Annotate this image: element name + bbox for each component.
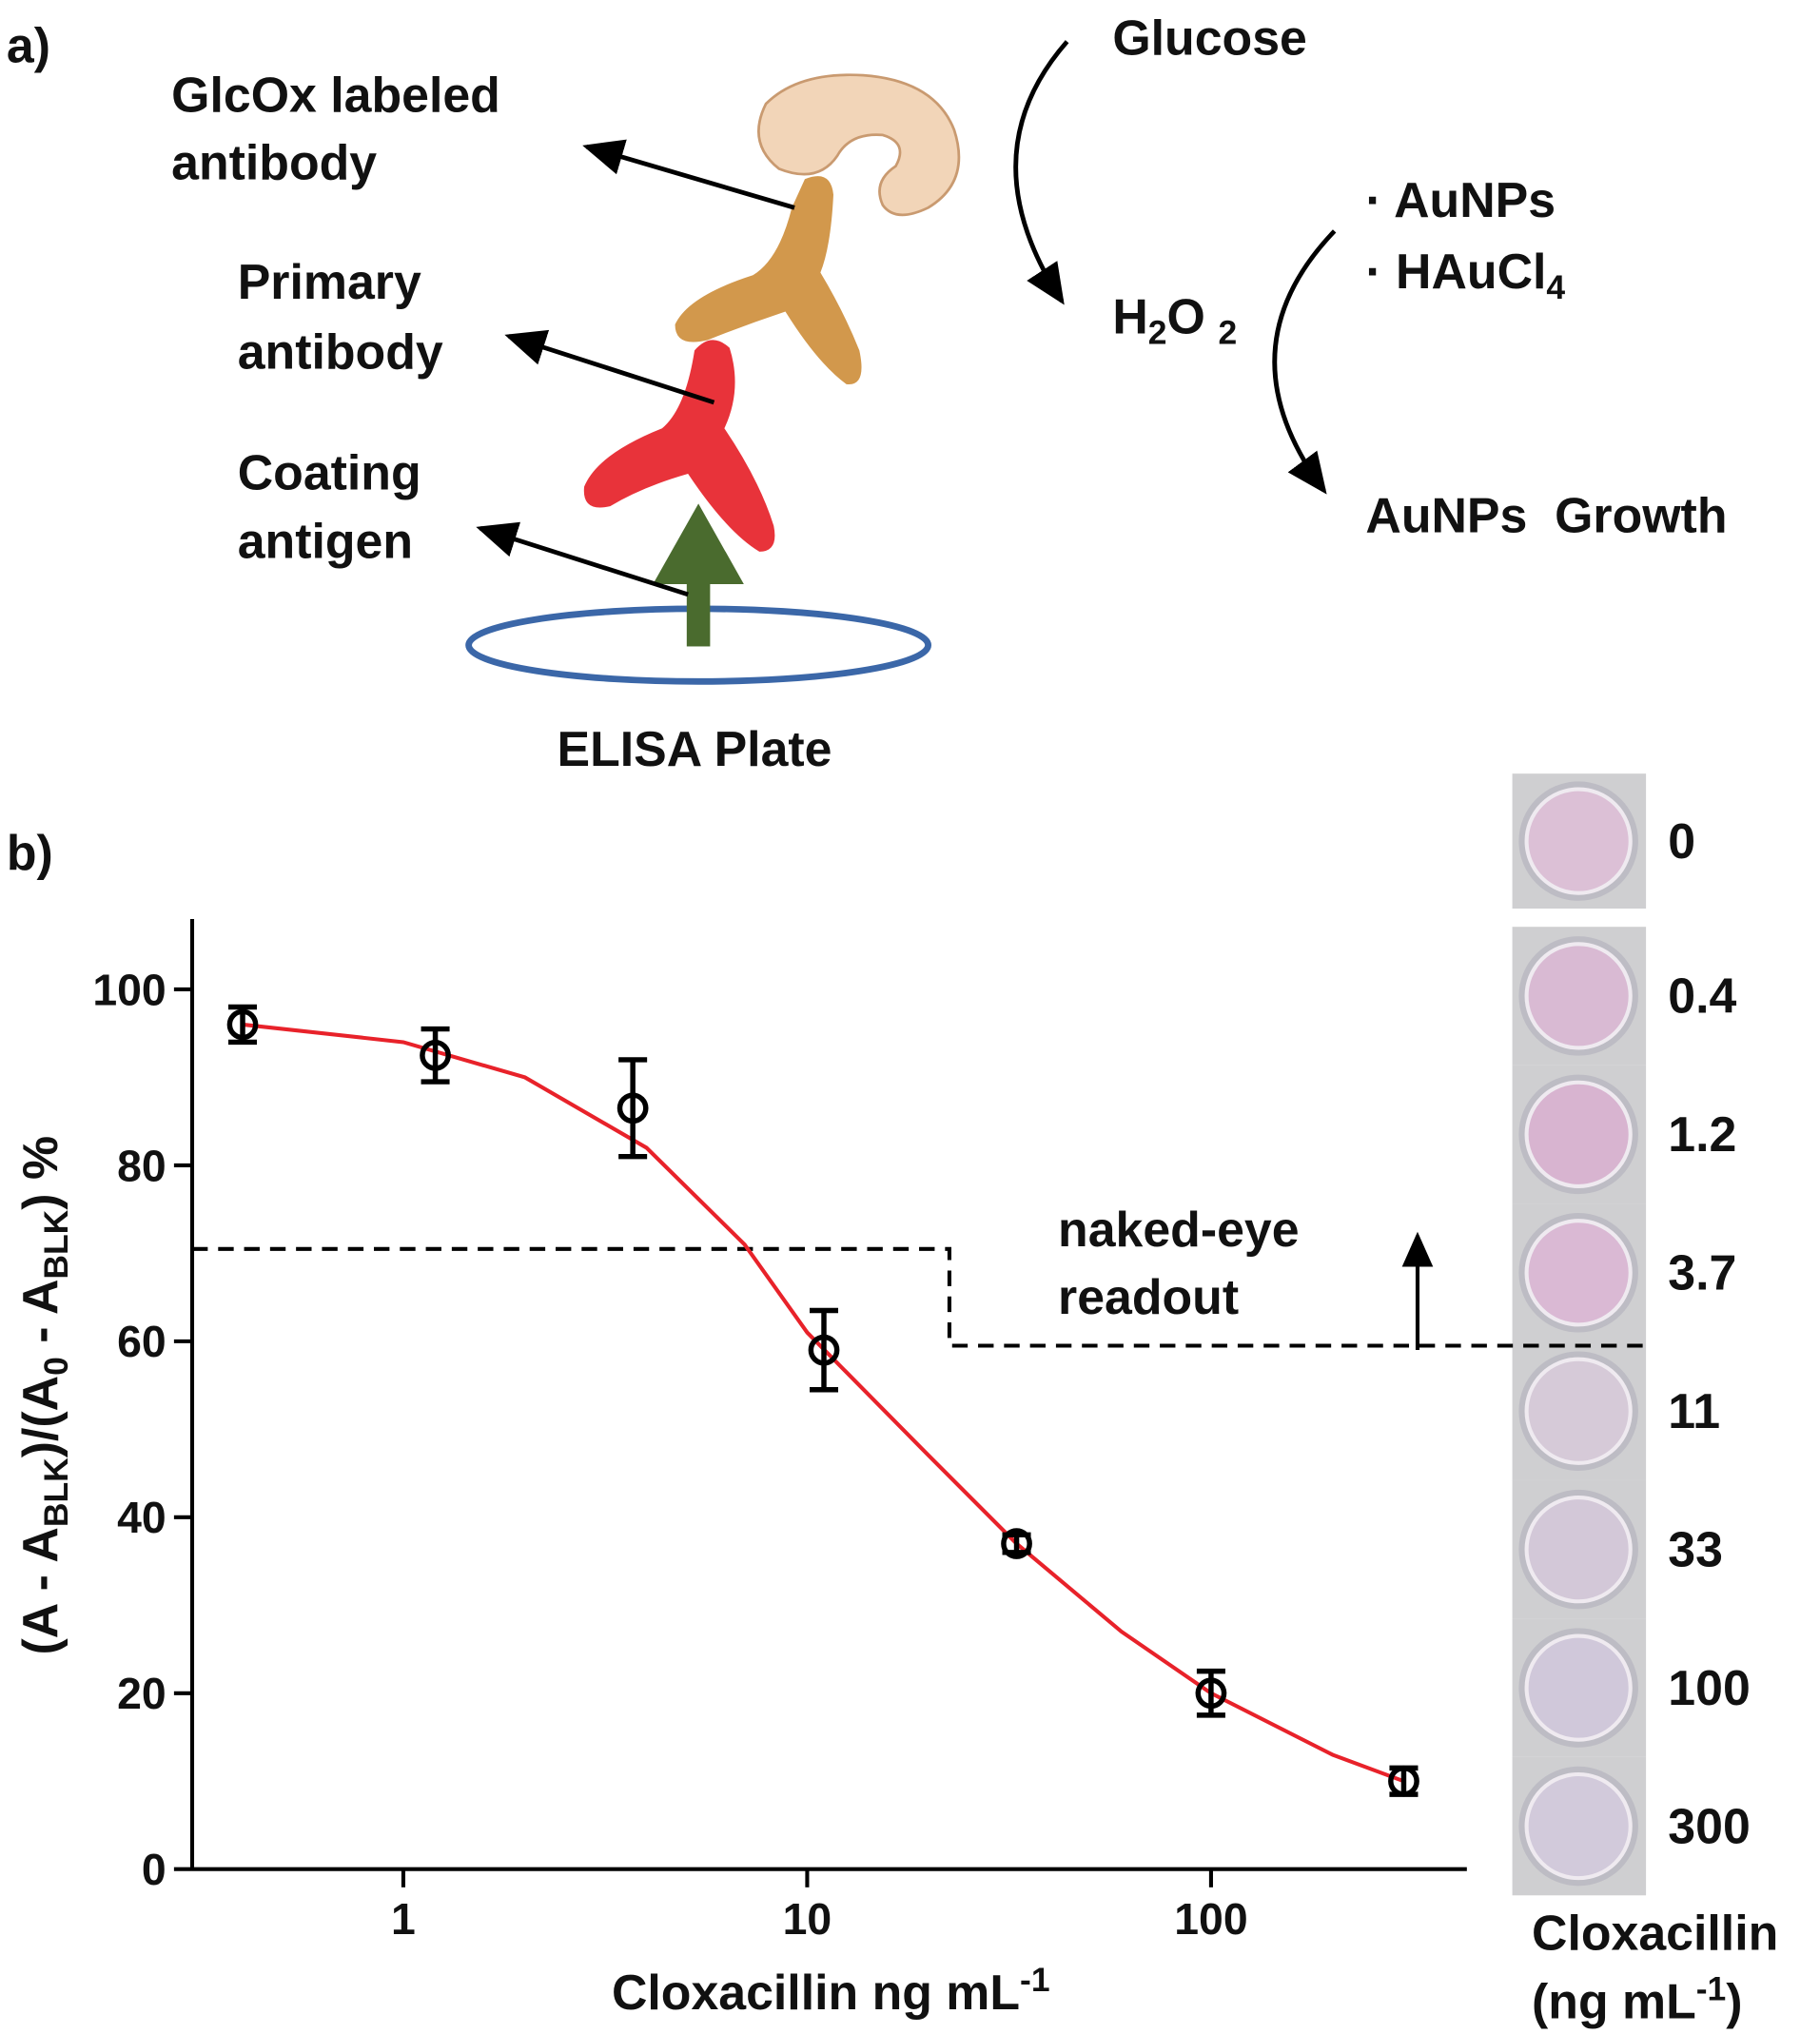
label: Primary xyxy=(238,254,421,309)
point xyxy=(1388,1765,1419,1797)
label: ELISA Plate xyxy=(558,721,832,776)
point xyxy=(616,1092,649,1125)
subscript: 4 xyxy=(1546,268,1565,306)
superscript: -1 xyxy=(1020,1961,1050,1999)
subscript: 2 xyxy=(1218,314,1237,352)
y-tick-label: 20 xyxy=(117,1669,166,1718)
text: Cloxacillin ng mL xyxy=(612,1965,1020,2020)
threshold-line xyxy=(191,1246,1647,1348)
text: (ng mL xyxy=(1532,1974,1696,2029)
point xyxy=(808,1334,840,1366)
well-liquid xyxy=(1524,787,1633,895)
error-bar xyxy=(421,1026,450,1085)
well-label: 1.2 xyxy=(1668,1106,1736,1162)
pointer xyxy=(582,139,795,210)
well-label: 33 xyxy=(1668,1521,1723,1576)
text: ) xyxy=(1726,1974,1742,2029)
well-liquid xyxy=(1524,1633,1633,1742)
point xyxy=(226,1008,259,1041)
label: AuNPs Growth xyxy=(1365,487,1727,542)
label: Coating xyxy=(238,444,421,499)
well-liquid xyxy=(1524,942,1633,1050)
label: Glucose xyxy=(1112,10,1307,65)
well-label: 3.7 xyxy=(1668,1245,1736,1301)
y-tick-label: 100 xyxy=(92,965,166,1014)
text: O xyxy=(1167,289,1205,344)
well-liquid xyxy=(1524,1771,1633,1881)
well-liquid xyxy=(1524,1357,1633,1465)
label: H2O 2 xyxy=(1112,289,1237,352)
superscript: -1 xyxy=(1696,1970,1727,2008)
well-liquid xyxy=(1524,1080,1633,1188)
label: GlcOx labeled xyxy=(171,67,500,122)
point xyxy=(1001,1528,1032,1559)
label: · HAuCl4 xyxy=(1365,244,1565,306)
label: antibody xyxy=(171,134,377,189)
y-tick-label: 0 xyxy=(142,1845,166,1894)
wells-title: (ng mL-1) xyxy=(1532,1970,1743,2029)
text: ) % xyxy=(12,1136,68,1210)
point xyxy=(420,1039,451,1071)
label: · AuNPs xyxy=(1365,172,1556,227)
text: )/(A xyxy=(12,1376,68,1457)
point xyxy=(1195,1677,1227,1710)
well-liquid xyxy=(1524,1219,1633,1327)
glcox-antibody xyxy=(675,176,862,385)
x-tick-label: 1 xyxy=(391,1894,416,1944)
text: (A - A xyxy=(12,1527,68,1654)
y-tick-label: 40 xyxy=(117,1493,166,1542)
x-tick-label: 10 xyxy=(783,1894,832,1944)
text: · HAuCl xyxy=(1365,244,1546,299)
subscript: BLK xyxy=(37,1457,75,1527)
well-label: 0.4 xyxy=(1668,968,1736,1024)
well-liquid xyxy=(1524,1496,1633,1604)
reaction-arrow xyxy=(1272,229,1337,495)
panel-label: b) xyxy=(7,825,53,880)
fit-line xyxy=(242,1022,1405,1784)
text: - A xyxy=(12,1280,68,1358)
primary-antibody xyxy=(583,340,775,552)
wells-title: Cloxacillin xyxy=(1532,1905,1778,1960)
antigen-head xyxy=(653,503,744,584)
well-label: 11 xyxy=(1668,1383,1720,1438)
well-label: 100 xyxy=(1668,1660,1750,1715)
well-label: 300 xyxy=(1668,1798,1750,1853)
label: antibody xyxy=(238,323,443,379)
text: H xyxy=(1112,289,1147,344)
y-axis-label: (A - ABLK)/(A0 - ABLK) % xyxy=(12,1136,75,1655)
reaction-arrow xyxy=(1013,40,1069,305)
label: antigen xyxy=(238,514,413,569)
y-tick-label: 80 xyxy=(117,1141,166,1190)
subscript: 2 xyxy=(1148,314,1167,352)
error-bar xyxy=(618,1057,648,1160)
error-bar xyxy=(809,1307,839,1393)
subscript: BLK xyxy=(37,1209,75,1279)
y-tick-label: 60 xyxy=(117,1317,166,1366)
x-tick-label: 100 xyxy=(1174,1894,1247,1944)
pointer xyxy=(476,521,689,597)
panel-label: a) xyxy=(7,17,50,72)
x-axis-label: Cloxacillin ng mL-1 xyxy=(612,1961,1050,2020)
glcox xyxy=(757,73,961,217)
pointer xyxy=(504,329,715,405)
well-label: 0 xyxy=(1668,813,1695,869)
subscript: 0 xyxy=(37,1357,75,1376)
annotation: naked-eye xyxy=(1058,1202,1300,1257)
annotation: readout xyxy=(1058,1269,1239,1324)
